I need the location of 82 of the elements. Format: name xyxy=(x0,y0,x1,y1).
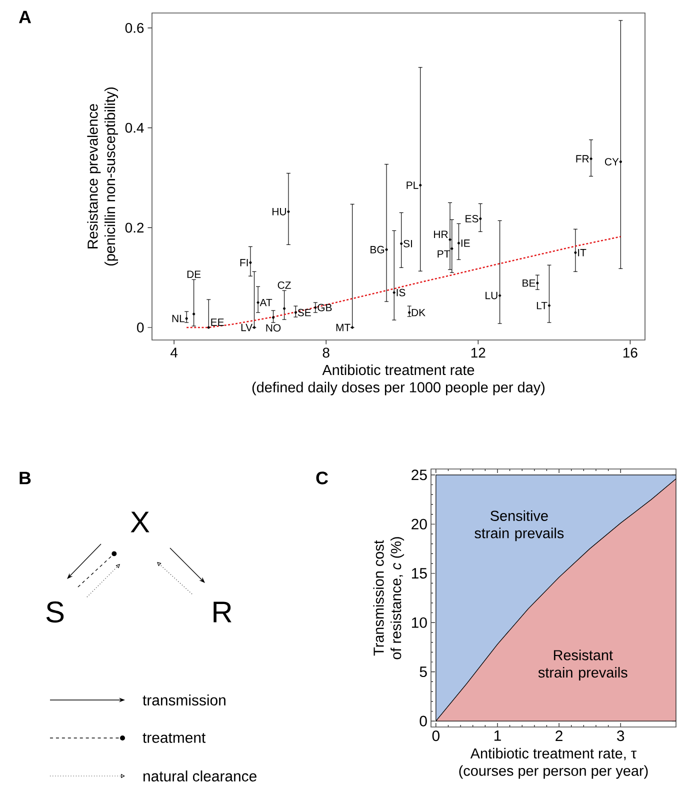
point xyxy=(408,311,411,314)
annotation: IS xyxy=(396,288,406,296)
chart-title: C xyxy=(316,472,328,484)
annotation: HU xyxy=(272,208,286,216)
point xyxy=(385,248,388,251)
annotation: FI xyxy=(240,259,248,266)
point xyxy=(249,261,252,264)
annotation: MT xyxy=(336,324,350,332)
y-tick-label: 0.2 xyxy=(125,222,144,233)
y-tick-label: 0 xyxy=(137,322,144,332)
annotation: LV xyxy=(241,324,252,332)
point xyxy=(448,238,452,241)
x-tick-label: 12 xyxy=(471,348,486,358)
text: treatment xyxy=(142,733,206,743)
text: X xyxy=(130,512,150,532)
annotation: HR xyxy=(434,230,448,238)
x-tick-label: 16 xyxy=(623,348,638,358)
point xyxy=(498,294,502,297)
x-axis-title: Antibiotic treatment rate, τ (courses per person per year) xyxy=(459,748,648,779)
annotation: BG xyxy=(370,246,384,254)
x-tick-label: 3 xyxy=(617,730,624,742)
point xyxy=(419,184,422,187)
x-tick-label: 8 xyxy=(322,348,330,358)
point xyxy=(400,242,403,245)
annotation: PL xyxy=(406,182,418,189)
text: S xyxy=(46,601,64,623)
annotation: NL xyxy=(172,314,185,322)
point xyxy=(392,291,396,294)
text: transmission xyxy=(142,694,226,706)
point xyxy=(287,210,290,213)
point xyxy=(536,282,539,284)
point xyxy=(479,217,482,220)
x-axis-title: Antibiotic treatment rate (defined daily doses per 1000 people per day) xyxy=(252,364,544,396)
x-tick-label: 4 xyxy=(170,348,178,358)
annotation: LT xyxy=(536,302,548,310)
y-tick-label: 0.4 xyxy=(125,122,144,133)
point xyxy=(185,317,188,320)
series-label: Sensitive strain prevails xyxy=(474,510,564,542)
y-tick-label: 0.6 xyxy=(125,23,144,33)
point xyxy=(590,157,592,160)
point xyxy=(457,242,460,244)
annotation: IT xyxy=(578,249,586,256)
text: B xyxy=(20,472,31,484)
point xyxy=(282,307,286,310)
annotation: DE xyxy=(187,270,201,278)
annotation: CY xyxy=(604,158,619,166)
text: R xyxy=(214,602,232,622)
point xyxy=(450,247,454,250)
y-axis-title: Resistance prevalence (penicillin non-susceptibility) xyxy=(87,88,118,266)
point xyxy=(192,312,196,316)
annotation: ES xyxy=(466,214,478,222)
chart-title: A xyxy=(18,10,32,24)
y-tick-label: 0 xyxy=(420,716,427,726)
point xyxy=(294,311,297,314)
y-tick-label: 25 xyxy=(412,470,427,480)
y-tick-label: 10 xyxy=(412,617,427,628)
x-tick-label: 1 xyxy=(494,730,501,741)
point xyxy=(256,301,260,304)
annotation: IE xyxy=(461,240,470,247)
point xyxy=(574,251,577,254)
annotation: CZ xyxy=(278,281,291,289)
y-tick-label: 15 xyxy=(412,568,427,579)
point xyxy=(272,316,275,319)
text: natural clearance xyxy=(144,770,256,782)
series-label: Resistant strain prevails xyxy=(538,650,628,680)
point xyxy=(548,304,551,307)
y-tick-label: 5 xyxy=(420,666,427,678)
y-tick-label: 20 xyxy=(412,518,427,530)
annotation: GB xyxy=(318,304,332,312)
annotation: LU xyxy=(486,292,498,300)
annotation: SE xyxy=(298,308,311,316)
annotation: BE xyxy=(522,279,536,287)
point xyxy=(314,306,317,309)
annotation: DK xyxy=(412,308,426,316)
annotation: FR xyxy=(576,155,589,162)
annotation: EE xyxy=(211,318,224,326)
x-tick-label: 0 xyxy=(432,730,440,742)
annotation: SI xyxy=(404,240,412,248)
point xyxy=(619,160,622,164)
annotation: NO xyxy=(266,324,281,332)
x-tick-label: 2 xyxy=(556,730,562,741)
annotation: AT xyxy=(260,298,272,306)
